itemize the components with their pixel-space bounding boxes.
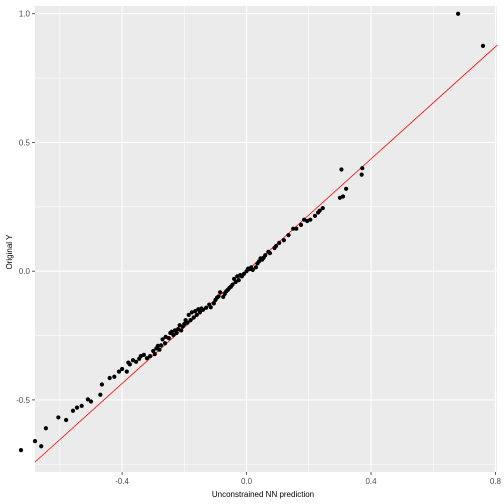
- data-point: [221, 294, 226, 300]
- data-point: [320, 206, 325, 211]
- y-tick-label: -0.5: [16, 396, 30, 405]
- data-point: [256, 259, 262, 264]
- data-point: [359, 172, 364, 177]
- data-point: [74, 405, 80, 410]
- data-point: [204, 305, 209, 310]
- data-point: [250, 267, 255, 272]
- data-point: [144, 356, 150, 361]
- data-point: [157, 347, 162, 352]
- data-point: [98, 392, 103, 397]
- data-point: [360, 166, 365, 171]
- data-point: [233, 279, 238, 285]
- data-point: [294, 226, 299, 231]
- x-axis-title: Unconstrained NN prediction: [212, 490, 314, 499]
- data-point: [480, 43, 486, 49]
- data-point: [291, 226, 296, 231]
- data-point: [158, 343, 164, 348]
- data-point: [130, 358, 136, 363]
- data-point: [188, 317, 193, 323]
- data-point: [64, 417, 69, 423]
- data-point: [339, 167, 344, 172]
- data-point: [116, 369, 122, 374]
- data-point: [179, 328, 184, 333]
- data-point: [189, 310, 194, 315]
- data-point: [191, 315, 196, 320]
- data-point: [134, 359, 139, 364]
- data-point: [298, 222, 304, 227]
- x-tick-label: 0.0: [241, 477, 253, 486]
- data-point: [281, 238, 286, 243]
- data-point: [277, 240, 282, 245]
- data-point: [152, 351, 157, 357]
- major-gridlines: [35, 6, 497, 472]
- data-point: [18, 448, 24, 453]
- x-tick-label: -0.4: [115, 477, 129, 486]
- data-point: [232, 276, 237, 282]
- data-point: [151, 348, 156, 354]
- data-point: [308, 217, 313, 222]
- y-axis-title: Original Y: [5, 234, 14, 270]
- data-point: [120, 366, 125, 372]
- y-tick-label: 0.0: [19, 267, 31, 276]
- data-point: [43, 426, 48, 431]
- data-point: [200, 307, 206, 312]
- data-point: [112, 374, 117, 379]
- data-point: [263, 253, 268, 258]
- data-point: [185, 320, 190, 325]
- data-point: [32, 439, 38, 444]
- data-point: [148, 354, 153, 359]
- data-point: [317, 208, 322, 213]
- data-point: [155, 343, 160, 348]
- data-point: [218, 290, 223, 295]
- data-point: [166, 336, 171, 341]
- data-point: [253, 265, 258, 270]
- y-axis-ticks: -0.5 0.0 0.5 1.0: [16, 10, 35, 405]
- data-point: [194, 312, 199, 318]
- data-points: [18, 11, 486, 453]
- data-point: [186, 312, 191, 318]
- data-point: [193, 308, 198, 314]
- data-point: [171, 332, 176, 338]
- data-point: [267, 251, 272, 256]
- minor-gridlines: [35, 6, 497, 472]
- data-point: [312, 213, 318, 218]
- data-point: [286, 233, 291, 238]
- data-point: [124, 369, 129, 374]
- data-point: [236, 278, 241, 283]
- data-point: [197, 310, 202, 315]
- data-point: [274, 243, 279, 249]
- x-axis-ticks: -0.4 0.0 0.4 0.8: [115, 472, 502, 486]
- data-point: [79, 403, 84, 408]
- data-point: [344, 186, 349, 191]
- data-point: [70, 408, 76, 413]
- data-point: [230, 282, 235, 287]
- data-point: [127, 362, 132, 367]
- data-point: [88, 399, 94, 404]
- data-point: [39, 444, 44, 449]
- data-point: [99, 382, 104, 387]
- y-tick-label: 0.5: [19, 138, 31, 147]
- y-tick-label: 1.0: [19, 10, 31, 19]
- plot-panel: [35, 6, 497, 472]
- data-point: [340, 194, 346, 199]
- data-point: [56, 415, 61, 420]
- data-point: [141, 352, 146, 357]
- data-point: [85, 397, 90, 402]
- data-point: [160, 337, 165, 342]
- x-tick-label: 0.4: [365, 477, 377, 486]
- data-point: [174, 330, 179, 336]
- x-tick-label: 0.8: [490, 477, 502, 486]
- data-point: [162, 341, 168, 346]
- data-point: [456, 11, 461, 16]
- data-point: [211, 301, 216, 306]
- data-point: [107, 375, 112, 381]
- data-point: [208, 305, 213, 310]
- data-point: [216, 294, 221, 299]
